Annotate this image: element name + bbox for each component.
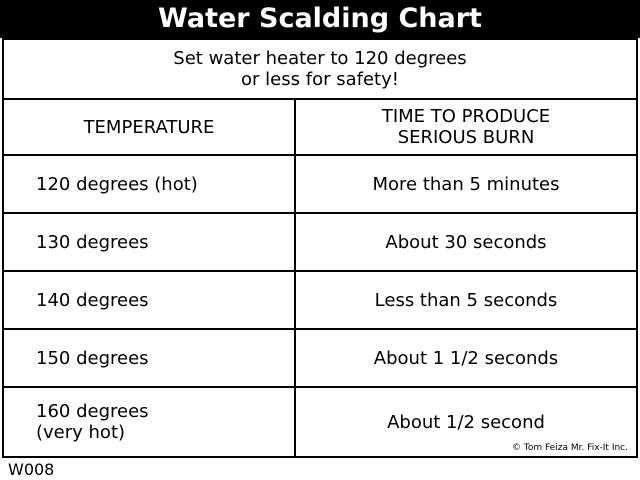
cell: TEMPERATURE [4,100,294,154]
data-row: 120 degrees (hot) More than 5 minutes [4,154,636,212]
cell-text: 150 degrees [36,347,149,369]
data-row: 160 degrees (very hot) About 1/2 second © T… [4,386,636,456]
cell: Less than 5 seconds [294,272,636,328]
cell-text: 160 degrees [36,401,149,422]
cell-text: 140 degrees [36,289,149,311]
cell: About 1/2 second [294,388,636,456]
cell-text: About 30 seconds [385,231,547,253]
cell: About 1 1/2 seconds [294,330,636,386]
cell: About 30 seconds [294,214,636,270]
code: W008 [8,460,55,479]
cell-text: More than 5 minutes [372,173,560,195]
cell-text: TIME TO PRODUCE [381,106,551,127]
cell-text: TEMPERATURE [83,116,215,138]
chart-table: Set water heater to 120 degrees or less f… [2,38,638,458]
cell: 140 degrees [4,272,294,328]
cell-text: SERIOUS BURN [397,127,535,148]
cell-text: 130 degrees [36,231,149,253]
cell-text: About 1 1/2 seconds [373,347,559,369]
data-row: 130 degrees About 30 seconds [4,212,636,270]
cell-text: 120 degrees (hot) [36,173,198,195]
cell: 160 degrees (very hot) [4,388,294,456]
header-row: TEMPERATURE TIME TO PRODUCE SERIOUS BURN [4,98,636,154]
copyright: © Tom Feiza Mr. Fix-It Inc. [512,443,628,453]
cell-text: (very hot) [36,422,126,443]
subtitle-line: or less for safety! [241,69,399,90]
data-row: 140 degrees Less than 5 seconds [4,270,636,328]
cell-text: About 1/2 second [387,411,545,433]
cell: 120 degrees (hot) [4,156,294,212]
cell: 150 degrees [4,330,294,386]
cell-text: Less than 5 seconds [374,289,558,311]
title: Water Scalding Chart [0,0,640,38]
subtitle: Set water heater to 120 degrees or less f… [4,40,636,98]
data-row: 150 degrees About 1 1/2 seconds [4,328,636,386]
subtitle-line: Set water heater to 120 degrees [173,48,467,69]
cell: More than 5 minutes [294,156,636,212]
cell: TIME TO PRODUCE SERIOUS BURN [294,100,636,154]
cell: 130 degrees [4,214,294,270]
